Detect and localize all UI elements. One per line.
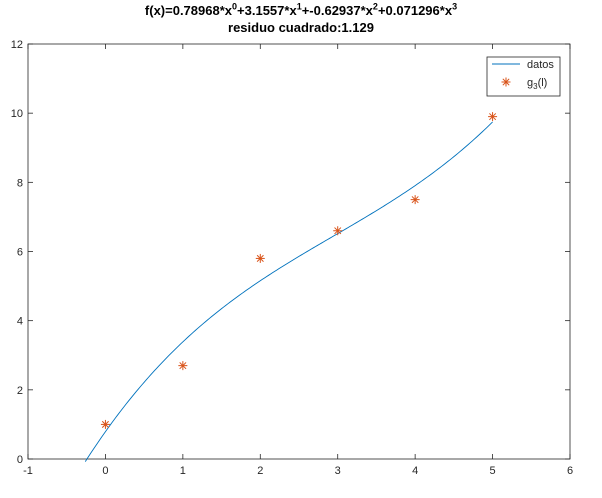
y-tick-label-2: 4 <box>17 316 23 328</box>
data-point-5-stroke-3 <box>489 113 497 121</box>
title-term-1: 3.1557*x1+ <box>244 1 310 18</box>
data-point-2 <box>255 253 265 263</box>
x-tick-label-0: -1 <box>23 465 33 477</box>
data-point-0 <box>100 419 110 429</box>
data-point-5 <box>488 112 498 122</box>
title-term-0: 0.78968*x0+ <box>172 1 245 18</box>
x-tick-label-1: 0 <box>102 465 108 477</box>
legend-asterisk-sample <box>501 77 511 87</box>
x-tick-label-6: 5 <box>490 465 496 477</box>
legend-box <box>486 56 561 97</box>
title-line-1: f(x)=0.78968*x0+3.1557*x1+-0.62937*x2+0.… <box>0 2 602 19</box>
data-point-1-stroke-3 <box>179 362 187 370</box>
data-point-3-stroke-3 <box>334 227 342 235</box>
legend-asterisk-stroke-3 <box>502 78 510 86</box>
title-prefix: f(x)= <box>144 3 173 18</box>
data-point-0-stroke-3 <box>101 420 109 428</box>
x-tick-label-3: 2 <box>257 465 263 477</box>
axes-box <box>27 43 571 460</box>
data-point-3 <box>333 226 343 236</box>
y-tick-label-5: 10 <box>11 108 23 120</box>
legend-label-datos: datos <box>527 59 554 71</box>
data-point-4 <box>410 195 420 205</box>
x-tick-label-5: 4 <box>412 465 418 477</box>
chart-title: f(x)=0.78968*x0+3.1557*x1+-0.62937*x2+0.… <box>0 2 602 36</box>
series-datos-line <box>84 121 493 462</box>
title-term-3: 0.071296*x3 <box>385 1 458 18</box>
y-tick-label-4: 8 <box>17 177 23 189</box>
legend-asterisk <box>501 77 511 87</box>
y-tick-label-0: 0 <box>17 454 23 466</box>
y-tick-label-1: 2 <box>17 385 23 397</box>
y-tick-label-6: 12 <box>11 39 23 51</box>
legend-label-g3: g3(l) <box>527 77 547 91</box>
x-tick-label-7: 6 <box>567 465 573 477</box>
title-line-2: residuo cuadrado:1.129 <box>228 20 374 35</box>
data-point-4-stroke-3 <box>411 196 419 204</box>
y-tick-label-3: 6 <box>17 247 23 259</box>
x-tick-label-2: 1 <box>180 465 186 477</box>
title-term-2: -0.62937*x2+ <box>309 1 386 18</box>
legend: datos g3(l) <box>486 56 561 97</box>
data-point-2-stroke-3 <box>256 254 264 262</box>
data-point-1 <box>178 361 188 371</box>
x-tick-label-4: 3 <box>335 465 341 477</box>
